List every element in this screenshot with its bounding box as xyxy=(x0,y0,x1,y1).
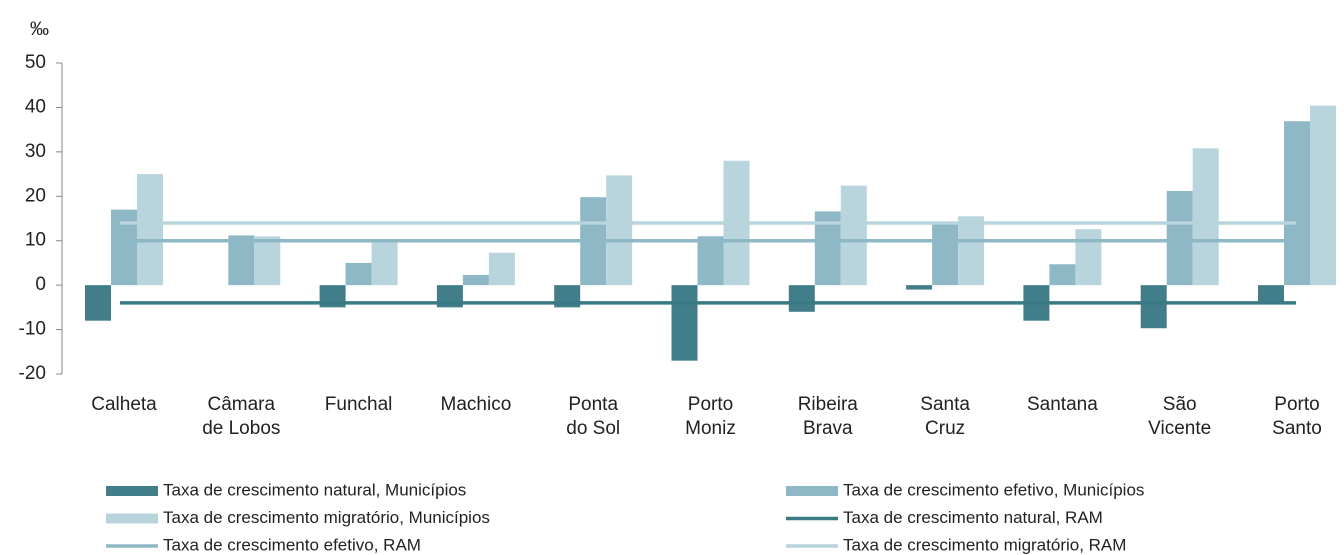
legend-label: Taxa de crescimento migratório, RAM xyxy=(843,535,1126,554)
legend-label: Taxa de crescimento migratório, Municípi… xyxy=(163,508,490,527)
x-tick-label-line: do Sol xyxy=(566,418,620,439)
legend-swatch xyxy=(106,513,158,524)
legend-label: Taxa de crescimento natural, Municípios xyxy=(163,480,466,499)
y-tick-label: 10 xyxy=(25,230,46,251)
bar xyxy=(345,262,372,286)
x-tick-label: Funchal xyxy=(325,394,393,415)
x-tick-label: Santa Cruz xyxy=(920,394,970,439)
bar xyxy=(1166,190,1193,286)
y-tick-label: 50 xyxy=(25,52,46,73)
x-tick-label-line: Porto xyxy=(688,394,733,415)
y-tick-label: 20 xyxy=(25,185,46,206)
y-tick-label: -20 xyxy=(19,363,46,384)
bar xyxy=(371,240,398,286)
bar xyxy=(906,285,933,290)
x-tick-label-line: Funchal xyxy=(325,394,393,415)
x-tick-label: Ponta do Sol xyxy=(566,394,620,439)
bar xyxy=(1075,229,1102,286)
bar xyxy=(788,285,815,312)
x-tick-label: Calheta xyxy=(91,394,157,415)
x-tick-label-line: Ribeira xyxy=(798,394,859,415)
legend-label: Taxa de crescimento efetivo, RAM xyxy=(163,535,421,554)
y-tick-label: 30 xyxy=(25,141,46,162)
bar xyxy=(1284,121,1310,286)
x-tick-label-line: Santa xyxy=(920,394,970,415)
x-tick-label-line: Porto xyxy=(1274,394,1319,415)
bar xyxy=(488,252,515,286)
bar xyxy=(932,222,959,286)
bar xyxy=(85,285,111,321)
x-tick-label: São Vicente xyxy=(1148,394,1211,439)
x-tick-label: Ribeira Brava xyxy=(798,394,859,439)
x-tick-label: Câmara de Lobos xyxy=(202,394,280,439)
x-tick-label-line: Vicente xyxy=(1148,418,1211,439)
bar xyxy=(1140,285,1167,329)
x-tick-label-line: Ponta xyxy=(568,394,618,415)
y-axis-unit: ‰ xyxy=(30,19,49,40)
x-tick-label: Porto Moniz xyxy=(685,394,736,439)
y-tick-label: 0 xyxy=(35,274,46,295)
x-tick-label: Porto Santo xyxy=(1272,394,1322,439)
y-tick-label: -10 xyxy=(19,319,46,340)
bar xyxy=(1192,148,1219,286)
bar xyxy=(697,236,724,286)
bar xyxy=(254,236,281,286)
x-tick-label: Machico xyxy=(441,394,512,415)
bar xyxy=(1049,264,1076,286)
x-tick-label-line: São xyxy=(1163,394,1197,415)
x-tick-label-line: Santo xyxy=(1272,418,1322,439)
x-tick-label-line: Moniz xyxy=(685,418,736,439)
bar xyxy=(111,209,137,286)
x-tick-label-line: Câmara xyxy=(208,394,276,415)
legend-label: Taxa de crescimento natural, RAM xyxy=(843,508,1103,527)
x-tick-label-line: Cruz xyxy=(925,418,965,439)
bar xyxy=(671,285,698,361)
bar xyxy=(1310,105,1336,286)
x-tick-label-line: Brava xyxy=(803,418,853,439)
x-tick-label-line: Santana xyxy=(1027,394,1098,415)
legend-label: Taxa de crescimento efetivo, Municípios xyxy=(843,480,1144,499)
legend-swatch xyxy=(786,486,838,496)
x-tick-label-line: de Lobos xyxy=(202,418,280,439)
bar xyxy=(606,175,633,286)
x-tick-label: Santana xyxy=(1027,394,1098,415)
x-tick-label-line: Calheta xyxy=(91,394,157,415)
legend-swatch xyxy=(106,486,158,496)
y-tick-label: 40 xyxy=(25,96,46,117)
bar xyxy=(958,216,985,286)
bar xyxy=(228,235,255,286)
bar xyxy=(840,185,867,286)
x-tick-label-line: Machico xyxy=(441,394,512,415)
bar xyxy=(137,174,163,286)
bar xyxy=(462,274,489,286)
bar xyxy=(1258,285,1284,303)
